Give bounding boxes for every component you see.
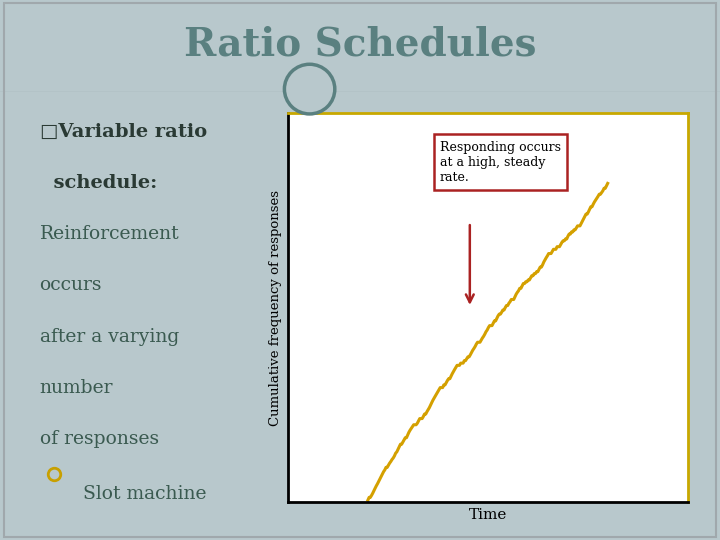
Text: Responding occurs
at a high, steady
rate.: Responding occurs at a high, steady rate… [440,140,561,184]
Text: number: number [40,379,113,397]
Text: of responses: of responses [40,430,158,448]
Text: occurs: occurs [40,276,102,294]
Text: schedule:: schedule: [40,174,157,192]
Text: after a varying: after a varying [40,328,179,346]
Text: Slot machine: Slot machine [83,485,207,503]
Text: □Variable ratio: □Variable ratio [40,123,207,141]
X-axis label: Time: Time [469,508,507,522]
Text: Reinforcement: Reinforcement [40,225,179,244]
Text: Ratio Schedules: Ratio Schedules [184,25,536,63]
Y-axis label: Cumulative frequency of responses: Cumulative frequency of responses [269,190,282,426]
